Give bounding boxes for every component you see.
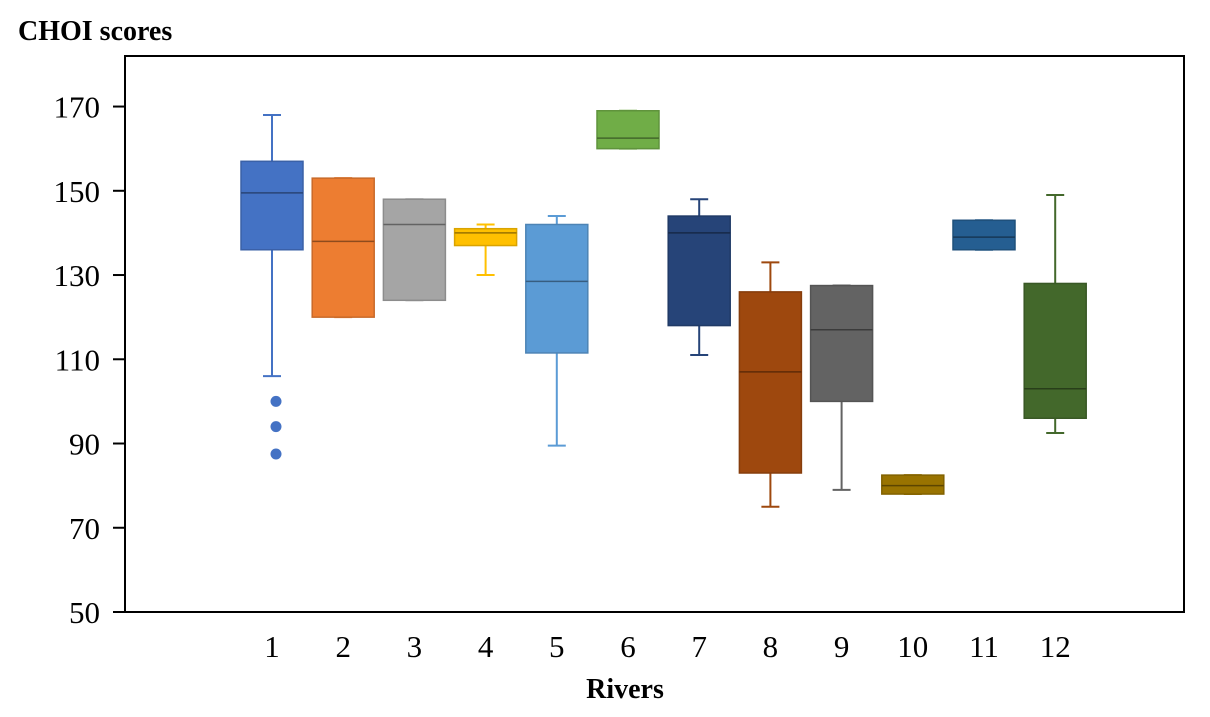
x-tick-label: 3 — [407, 629, 423, 664]
y-tick-label: 90 — [69, 427, 100, 462]
box-body — [738, 291, 803, 474]
y-tick-label: 50 — [69, 595, 100, 630]
outlier-point — [270, 395, 282, 407]
box-body — [311, 177, 375, 318]
x-axis: 1 2 3 4 5 6 7 8 9 10 11 12 — [264, 629, 1070, 664]
y-axis-title: CHOI scores — [18, 16, 172, 47]
outlier-point — [270, 421, 282, 433]
x-tick-label: 8 — [763, 629, 779, 664]
box-river-11 — [952, 219, 1016, 251]
box-river-5 — [525, 215, 589, 447]
box-series — [240, 109, 1087, 508]
box-river-2 — [311, 177, 375, 319]
box-river-9 — [809, 284, 874, 491]
x-tick-label: 2 — [335, 629, 351, 664]
box-body — [667, 215, 731, 327]
box-body — [809, 284, 874, 403]
box-river-1 — [240, 113, 304, 460]
box-body — [881, 474, 945, 495]
y-tick-label: 110 — [55, 342, 100, 377]
outlier-point — [270, 448, 282, 460]
box-river-7 — [667, 198, 731, 357]
x-tick-label: 11 — [969, 629, 999, 664]
y-tick-label: 70 — [69, 511, 100, 546]
box-river-10 — [881, 474, 945, 496]
box-river-12 — [1023, 194, 1087, 434]
plot-frame — [124, 55, 1185, 613]
y-tick-label: 150 — [54, 174, 101, 209]
box-river-8 — [738, 261, 803, 508]
x-tick-label: 7 — [691, 629, 707, 664]
x-tick-label: 9 — [834, 629, 850, 664]
x-tick-label: 4 — [478, 629, 494, 664]
box-body — [382, 198, 447, 302]
x-tick-label: 5 — [549, 629, 565, 664]
x-axis-title: Rivers — [586, 674, 664, 705]
x-tick-label: 1 — [264, 629, 280, 664]
y-tick-label: 130 — [54, 258, 101, 293]
box-body — [596, 110, 660, 150]
y-tick-label: 170 — [54, 90, 101, 125]
box-river-3 — [382, 198, 447, 302]
box-body — [240, 160, 304, 251]
box-body — [453, 227, 518, 247]
x-tick-label: 10 — [897, 629, 928, 664]
x-tick-label: 6 — [620, 629, 636, 664]
x-tick-label: 12 — [1040, 629, 1071, 664]
box-body — [952, 219, 1016, 251]
y-axis: 50 70 90 110 130 150 170 — [54, 90, 125, 630]
box-body — [525, 223, 589, 354]
box-river-6 — [596, 109, 660, 150]
box-river-4 — [453, 223, 518, 277]
box-body — [1023, 282, 1087, 419]
